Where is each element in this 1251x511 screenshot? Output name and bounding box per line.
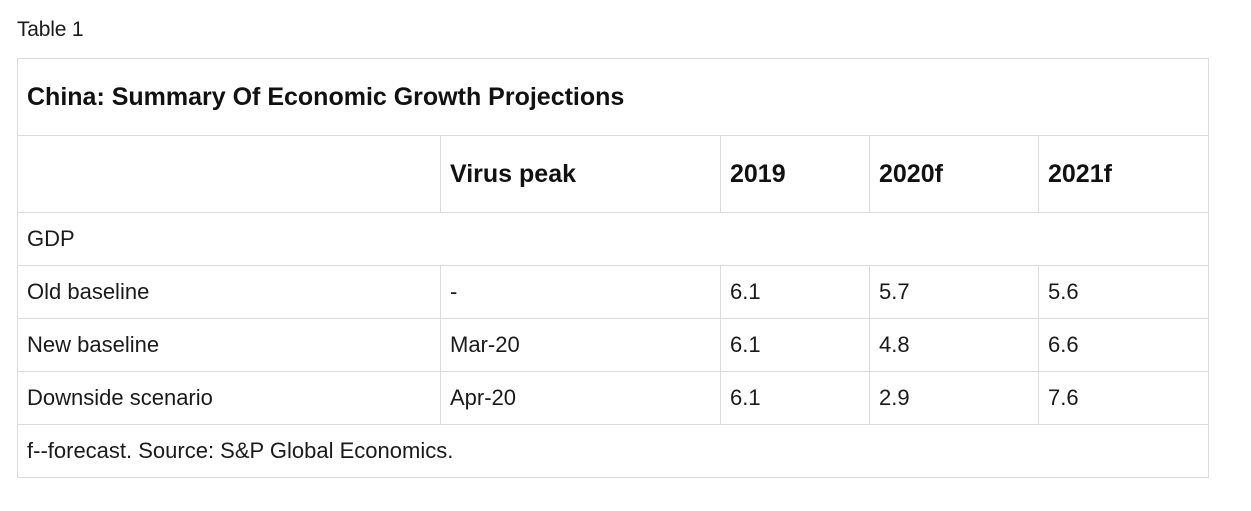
cell-virus-peak: Mar-20 [440, 318, 721, 372]
cell-2019: 6.1 [720, 265, 870, 319]
table-footnote: f--forecast. Source: S&P Global Economic… [16, 424, 1210, 478]
section-label-gdp: GDP [16, 212, 1210, 266]
cell-virus-peak: - [440, 265, 721, 319]
row-label: Downside scenario [17, 371, 441, 425]
table-header-row: Virus peak 2019 2020f 2021f [17, 135, 1210, 213]
header-2019: 2019 [720, 135, 870, 213]
header-2021f: 2021f [1037, 135, 1210, 213]
table-caption: Table 1 [17, 18, 84, 41]
table-row: Downside scenario Apr-20 6.1 2.9 7.6 [17, 371, 1210, 425]
cell-2021f: 7.6 [1037, 371, 1210, 425]
cell-2019: 6.1 [720, 371, 870, 425]
cell-2021f: 5.6 [1037, 265, 1210, 319]
table-row: Old baseline - 6.1 5.7 5.6 [17, 265, 1210, 319]
cell-2021f: 6.6 [1037, 318, 1210, 372]
projections-table: China: Summary Of Economic Growth Projec… [16, 58, 1210, 478]
row-label: New baseline [17, 318, 441, 372]
cell-virus-peak: Apr-20 [440, 371, 721, 425]
header-blank [17, 135, 441, 213]
table-row: New baseline Mar-20 6.1 4.8 6.6 [17, 318, 1210, 372]
cell-2020f: 2.9 [869, 371, 1039, 425]
table-title-row: China: Summary Of Economic Growth Projec… [16, 58, 1210, 136]
row-label: Old baseline [17, 265, 441, 319]
header-2020f: 2020f [869, 135, 1039, 213]
footnote-row: f--forecast. Source: S&P Global Economic… [16, 424, 1210, 478]
cell-2019: 6.1 [720, 318, 870, 372]
table-title: China: Summary Of Economic Growth Projec… [16, 58, 1210, 136]
cell-2020f: 4.8 [869, 318, 1039, 372]
section-row: GDP [16, 212, 1210, 266]
header-virus-peak: Virus peak [440, 135, 721, 213]
cell-2020f: 5.7 [869, 265, 1039, 319]
